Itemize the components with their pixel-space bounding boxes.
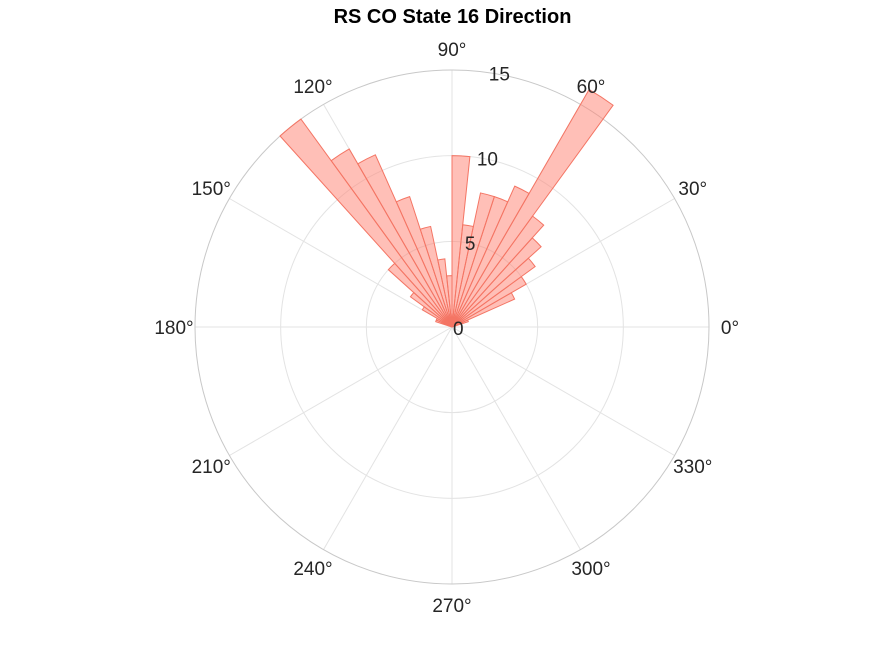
angle-tick-label-120: 120° xyxy=(293,77,332,98)
angle-tick-label-30: 30° xyxy=(678,179,707,200)
histogram-bar xyxy=(451,88,614,328)
grid-spoke-330 xyxy=(451,326,675,456)
histogram-bar xyxy=(451,185,530,328)
angle-tick-label-0: 0° xyxy=(721,318,739,339)
angle-tick-label-180: 180° xyxy=(154,318,193,339)
histogram-bar xyxy=(357,154,453,328)
angle-tick-labels: 0° 30° 60° 90° 120° 150° 180° 210° 240° 270° 300° 3… xyxy=(154,40,739,617)
radius-tick-label-10: 10 xyxy=(477,149,498,170)
histogram-bar xyxy=(421,306,453,328)
angle-tick-label-90: 90° xyxy=(438,40,467,61)
radius-tick-label-15: 15 xyxy=(489,65,510,86)
radius-tick-label-0: 0 xyxy=(453,319,464,340)
angle-tick-label-270: 270° xyxy=(432,596,471,617)
outer-circle xyxy=(194,69,710,585)
angle-tick-label-240: 240° xyxy=(293,559,332,580)
histogram-bar xyxy=(451,155,471,328)
grid-spoke-210 xyxy=(229,326,453,456)
angle-tick-label-210: 210° xyxy=(192,457,231,478)
angle-tick-label-330: 330° xyxy=(673,457,712,478)
histogram-bar xyxy=(409,291,453,328)
grid-spoke-150 xyxy=(229,198,453,328)
grid-spoke-300 xyxy=(451,326,581,550)
angle-tick-label-300: 300° xyxy=(571,559,610,580)
histogram-bars xyxy=(279,88,614,328)
radius-tick-labels: 0 5 10 15 xyxy=(453,65,510,340)
histogram-bar xyxy=(451,192,495,328)
angle-tick-label-60: 60° xyxy=(577,77,606,98)
grid-spoke-240 xyxy=(323,326,453,550)
histogram-bar xyxy=(435,319,453,328)
histogram-bar xyxy=(387,262,453,328)
chart-title: RS CO State 16 Direction xyxy=(333,6,572,28)
angle-tick-label-150: 150° xyxy=(192,179,231,200)
radius-tick-label-5: 5 xyxy=(465,234,476,255)
histogram-bar xyxy=(279,118,453,328)
histogram-bar xyxy=(330,148,453,328)
